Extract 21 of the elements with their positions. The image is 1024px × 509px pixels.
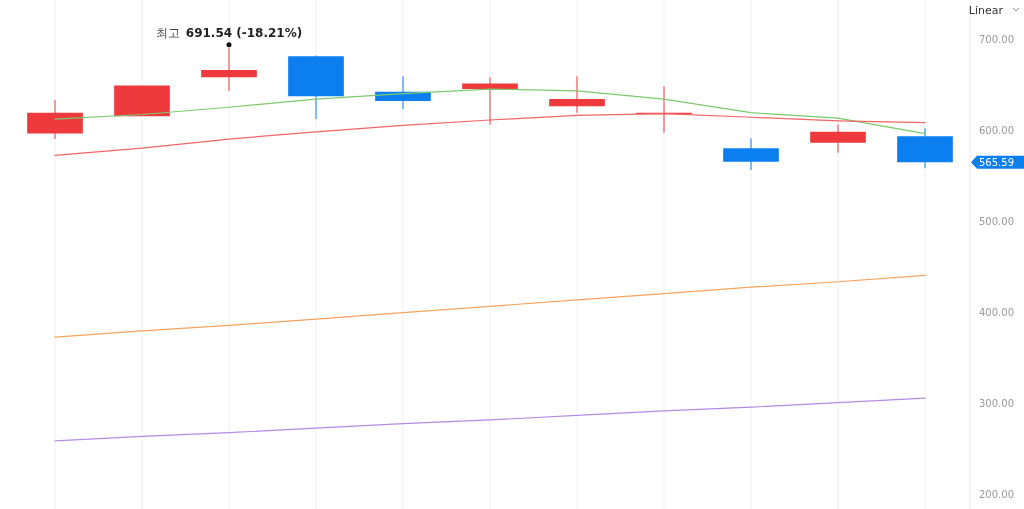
candlestick (810, 124, 866, 153)
line-series (54, 113, 926, 157)
y-tick-label: 400.00 (979, 307, 1014, 319)
candlestick (27, 99, 83, 140)
annotation: 565.59 (979, 156, 1014, 168)
y-tick-label: 700.00 (979, 34, 1014, 46)
candlestick (201, 47, 257, 91)
candlestick (114, 85, 170, 117)
annotation: Linear (968, 4, 1004, 17)
y-tick-label: 200.00 (979, 488, 1014, 500)
y-tick-label: 600.00 (979, 125, 1014, 137)
candlestick (549, 76, 605, 113)
line-series (54, 88, 926, 135)
candlestick (288, 55, 344, 120)
y-tick-label: 500.00 (979, 216, 1014, 228)
y-tick-label: 300.00 (979, 398, 1014, 410)
candlestick (897, 128, 953, 169)
candlestick (723, 138, 779, 170)
line-series (54, 397, 926, 442)
line-series (54, 274, 926, 338)
annotation: 최고 691.54 (-18.21%) (155, 25, 303, 40)
